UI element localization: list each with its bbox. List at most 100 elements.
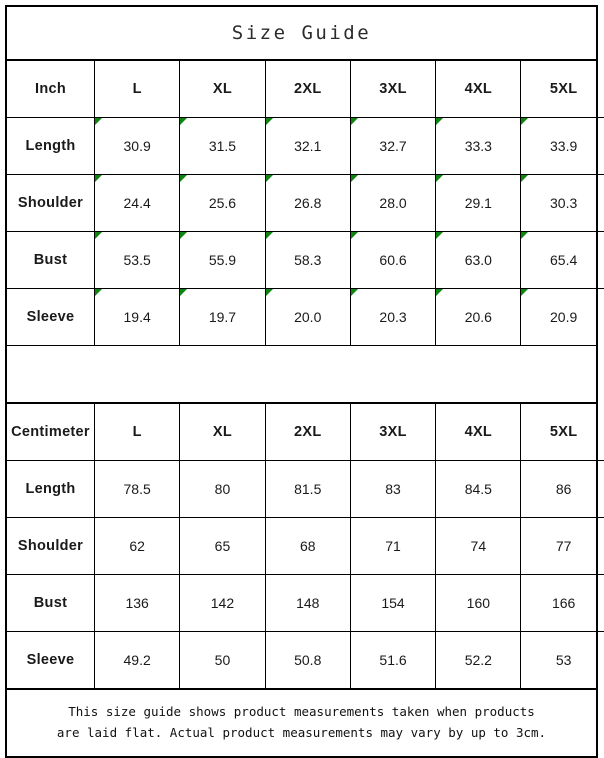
inch-cell-bust-5xl: 65.4 <box>520 231 604 289</box>
text-number-marker-icon <box>95 232 102 239</box>
text-number-marker-icon <box>350 289 358 296</box>
inch-row-label-bust: Bust <box>7 231 95 289</box>
cm-row-label-length: Length <box>7 460 95 518</box>
size-guide-panel: Size Guide Inch L XL 2XL 3XL 4XL 5XL Len… <box>5 5 604 758</box>
note-line-1: This size guide shows product measuremen… <box>68 704 535 719</box>
cm-cell-sleeve-5xl: 53 <box>520 631 604 688</box>
table-row: Shoulder 62 65 68 71 74 77 <box>7 517 604 575</box>
cm-size-header-4xl: 4XL <box>435 404 522 461</box>
table-row: Bust 53.5 55.9 58.3 60.6 63.0 65.4 <box>7 231 604 289</box>
text-number-marker-icon <box>95 175 102 182</box>
cm-cell-shoulder-xl: 65 <box>179 517 266 575</box>
cm-cell-shoulder-2xl: 68 <box>264 517 351 575</box>
inch-cell-sleeve-3xl: 20.3 <box>349 288 437 345</box>
text-number-marker-icon <box>436 232 444 239</box>
cm-size-header-l: L <box>93 404 181 461</box>
cell-value: 20.6 <box>464 309 492 325</box>
text-number-marker-icon <box>350 175 358 182</box>
inch-cell-bust-3xl: 60.6 <box>349 231 437 289</box>
cm-cell-shoulder-l: 62 <box>93 517 181 575</box>
inch-cell-length-xl: 31.5 <box>179 117 266 175</box>
table-header-row: Centimeter L XL 2XL 3XL 4XL 5XL <box>7 404 604 461</box>
cell-value: 24.4 <box>123 195 151 211</box>
page-title: Size Guide <box>231 22 372 44</box>
inch-cell-bust-xl: 55.9 <box>179 231 266 289</box>
text-number-marker-icon <box>180 118 188 125</box>
text-number-marker-icon <box>436 118 444 125</box>
cm-cell-length-4xl: 84.5 <box>435 460 522 518</box>
cell-value: 20.9 <box>550 309 578 325</box>
cm-cell-bust-4xl: 160 <box>435 574 522 632</box>
text-number-marker-icon <box>265 289 273 296</box>
text-number-marker-icon <box>265 232 273 239</box>
text-number-marker-icon <box>350 118 358 125</box>
table-row: Shoulder 24.4 25.6 26.8 28.0 29.1 30.3 <box>7 174 604 232</box>
text-number-marker-icon <box>436 175 444 182</box>
table-row: Length 78.5 80 81.5 83 84.5 86 <box>7 460 604 518</box>
inch-cell-sleeve-4xl: 20.6 <box>435 288 522 345</box>
cell-value: 65.4 <box>550 252 578 268</box>
inch-row-label-sleeve: Sleeve <box>7 288 95 345</box>
inch-cell-length-3xl: 32.7 <box>349 117 437 175</box>
table-row: Sleeve 49.2 50 50.8 51.6 52.2 53 <box>7 631 604 688</box>
inch-size-table: Inch L XL 2XL 3XL 4XL 5XL Length 30.9 31… <box>7 61 604 345</box>
cell-value: 32.1 <box>294 138 322 154</box>
cm-cell-bust-l: 136 <box>93 574 181 632</box>
table-separator-band <box>7 345 596 404</box>
inch-cell-shoulder-4xl: 29.1 <box>435 174 522 232</box>
cell-value: 32.7 <box>379 138 407 154</box>
cm-cell-length-2xl: 81.5 <box>264 460 351 518</box>
table-row: Sleeve 19.4 19.7 20.0 20.3 20.6 20.9 <box>7 288 604 345</box>
cm-cell-shoulder-4xl: 74 <box>435 517 522 575</box>
cm-cell-shoulder-5xl: 77 <box>520 517 604 575</box>
inch-size-header-5xl: 5XL <box>520 61 604 118</box>
cm-cell-length-xl: 80 <box>179 460 266 518</box>
cell-value: 19.4 <box>123 309 151 325</box>
size-guide-note: This size guide shows product measuremen… <box>7 688 596 756</box>
inch-size-header-2xl: 2XL <box>264 61 351 118</box>
cm-cell-sleeve-l: 49.2 <box>93 631 181 688</box>
inch-cell-shoulder-l: 24.4 <box>93 174 181 232</box>
text-number-marker-icon <box>180 289 188 296</box>
inch-cell-length-4xl: 33.3 <box>435 117 522 175</box>
cell-value: 53.5 <box>123 252 151 268</box>
cell-value: 19.7 <box>208 309 237 325</box>
cell-value: 33.3 <box>464 138 492 154</box>
cm-cell-bust-5xl: 166 <box>520 574 604 632</box>
cm-cell-sleeve-4xl: 52.2 <box>435 631 522 688</box>
cm-size-header-xl: XL <box>179 404 266 461</box>
cell-value: 25.6 <box>208 195 237 211</box>
cm-size-header-5xl: 5XL <box>520 404 604 461</box>
cell-value: 60.6 <box>379 252 407 268</box>
cell-value: 28.0 <box>379 195 407 211</box>
cm-cell-bust-xl: 142 <box>179 574 266 632</box>
inch-size-header-4xl: 4XL <box>435 61 522 118</box>
cell-value: 29.1 <box>464 195 492 211</box>
inch-row-label-length: Length <box>7 117 95 175</box>
inch-size-header-xl: XL <box>179 61 266 118</box>
table-row: Length 30.9 31.5 32.1 32.7 33.3 33.9 <box>7 117 604 175</box>
cm-row-label-sleeve: Sleeve <box>7 631 95 688</box>
cm-cell-shoulder-3xl: 71 <box>349 517 437 575</box>
text-number-marker-icon <box>180 175 188 182</box>
inch-cell-length-2xl: 32.1 <box>264 117 351 175</box>
cell-value: 20.0 <box>294 309 322 325</box>
inch-cell-sleeve-xl: 19.7 <box>179 288 266 345</box>
text-number-marker-icon <box>265 118 273 125</box>
text-number-marker-icon <box>521 289 529 296</box>
size-guide-title-row: Size Guide <box>7 7 596 61</box>
cell-value: 20.3 <box>379 309 407 325</box>
cell-value: 30.9 <box>123 138 151 154</box>
text-number-marker-icon <box>436 289 444 296</box>
note-line-2: are laid flat. Actual product measuremen… <box>56 725 547 740</box>
inch-cell-length-l: 30.9 <box>93 117 181 175</box>
inch-cell-shoulder-2xl: 26.8 <box>264 174 351 232</box>
cm-cell-length-l: 78.5 <box>93 460 181 518</box>
cm-cell-bust-2xl: 148 <box>264 574 351 632</box>
text-number-marker-icon <box>521 175 529 182</box>
inch-cell-sleeve-2xl: 20.0 <box>264 288 351 345</box>
inch-cell-sleeve-5xl: 20.9 <box>520 288 604 345</box>
cm-unit-header: Centimeter <box>7 404 95 461</box>
inch-cell-length-5xl: 33.9 <box>520 117 604 175</box>
cm-size-header-3xl: 3XL <box>349 404 437 461</box>
